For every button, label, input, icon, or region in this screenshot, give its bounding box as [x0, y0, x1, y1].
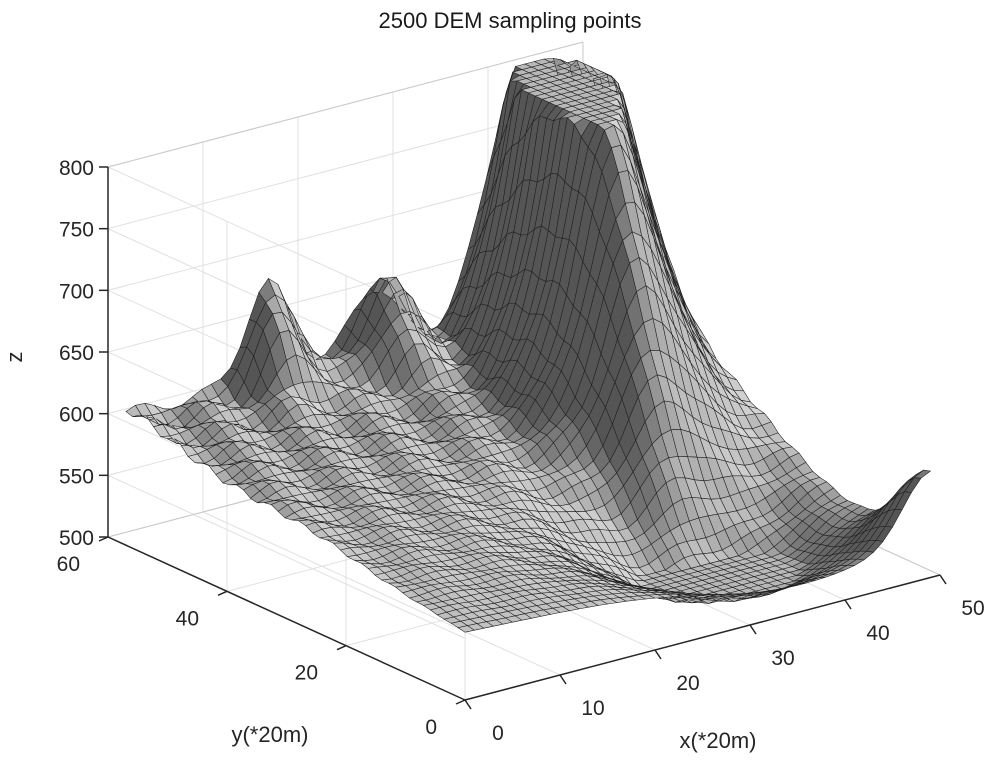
z-tick-label: 800 [59, 157, 94, 180]
y-axis-line [107, 536, 466, 701]
x-tick [844, 599, 852, 610]
x-tick-label: 50 [961, 597, 984, 620]
y-tick [455, 699, 466, 705]
surface-mesh [125, 58, 932, 633]
x-tick-label: 30 [771, 647, 794, 670]
y-tick [336, 644, 347, 651]
chart-title: 2500 DEM sampling points [379, 8, 642, 33]
y-tick-label: 40 [176, 607, 199, 630]
z-tick-label: 600 [59, 404, 94, 427]
z-tick-label: 700 [59, 280, 94, 303]
y-tick [217, 590, 228, 597]
grid-line-z [107, 474, 466, 639]
x-tick-label: 40 [866, 622, 889, 645]
z-tick-label: 750 [59, 219, 94, 242]
x-tick [559, 674, 567, 685]
x-tick [654, 649, 662, 660]
y-tick-label: 60 [57, 553, 80, 576]
z-axis-label: z [2, 352, 27, 363]
z-tick-label: 650 [59, 342, 94, 365]
y-tick-label: 0 [425, 716, 437, 739]
z-tick-label: 500 [59, 527, 94, 550]
grid-line-x [202, 511, 561, 676]
x-tick-label: 0 [492, 722, 504, 745]
y-axis-label: y(*20m) [231, 722, 308, 747]
surface-cell [913, 469, 932, 479]
z-tick-label: 550 [59, 465, 94, 488]
x-tick [749, 624, 757, 635]
y-tick-label: 20 [295, 662, 318, 685]
x-tick-label: 20 [676, 672, 699, 695]
box-edge [107, 41, 584, 168]
x-tick-label: 10 [581, 697, 604, 720]
x-axis-line [464, 574, 941, 701]
x-tick [464, 699, 472, 710]
x-tick [939, 574, 947, 585]
x-axis-label: x(*20m) [679, 728, 756, 753]
